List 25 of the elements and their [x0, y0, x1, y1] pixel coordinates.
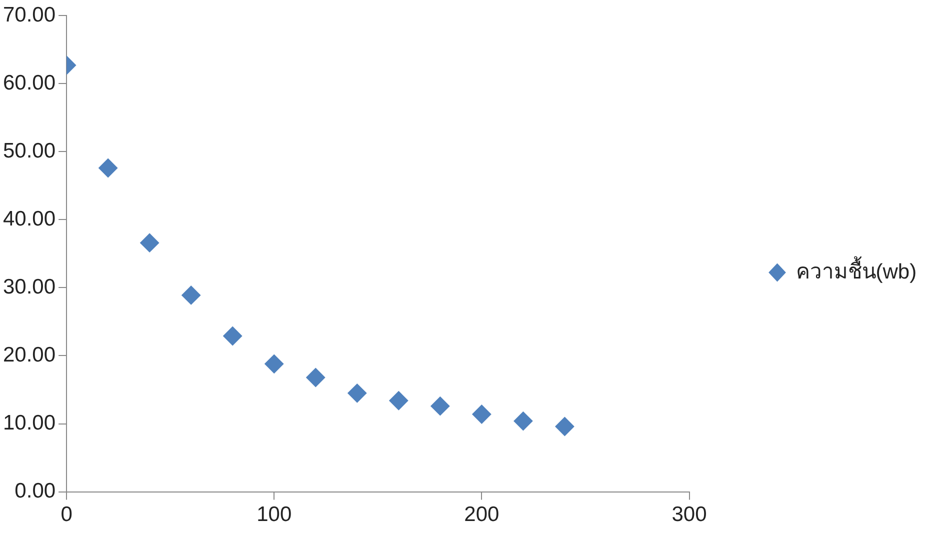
y-tick-label: 70.00	[2, 3, 56, 26]
y-tick-label: 10.00	[2, 412, 56, 435]
y-tick-label: 0.00	[14, 480, 56, 503]
y-tick-label: 20.00	[2, 344, 56, 367]
y-tick-label: 40.00	[2, 207, 56, 230]
point	[430, 396, 450, 416]
point	[472, 404, 492, 424]
x-tick-label: 200	[464, 503, 500, 526]
point	[348, 384, 367, 403]
point	[555, 416, 574, 436]
point	[223, 326, 242, 346]
y-tick-label: 50.00	[2, 139, 56, 162]
x-tick-label: 300	[672, 503, 707, 526]
point	[264, 354, 284, 374]
point	[140, 233, 160, 252]
point	[389, 391, 408, 410]
x-tick-label: 0	[60, 503, 72, 526]
point	[514, 412, 533, 431]
x-tick-label: 100	[256, 503, 292, 526]
legend-label: ความชื้น(wb)	[796, 256, 917, 284]
point	[182, 286, 201, 305]
point	[306, 368, 326, 388]
point	[98, 158, 118, 178]
y-tick-label: 30.00	[2, 276, 56, 299]
y-tick-label: 60.00	[2, 71, 56, 94]
